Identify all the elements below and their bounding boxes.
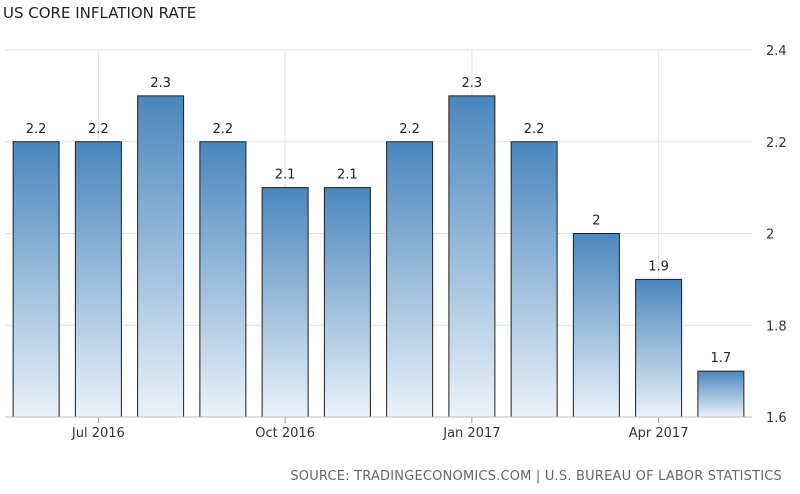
bar bbox=[137, 95, 185, 418]
y-tick-label: 1.8 bbox=[766, 319, 787, 334]
x-tick-label: Jan 2017 bbox=[442, 426, 500, 441]
x-tick-label: Apr 2017 bbox=[629, 426, 689, 441]
chart-title: US CORE INFLATION RATE bbox=[3, 4, 197, 22]
bar bbox=[386, 141, 434, 418]
y-tick-label: 2 bbox=[766, 228, 774, 243]
bar bbox=[74, 141, 122, 418]
bar bbox=[323, 187, 371, 418]
bar bbox=[572, 233, 620, 418]
data-label: 2.1 bbox=[337, 168, 358, 183]
data-label: 1.9 bbox=[648, 259, 669, 274]
bar bbox=[510, 141, 558, 418]
bar bbox=[635, 278, 683, 418]
data-label: 2 bbox=[592, 214, 600, 229]
data-label: 2.3 bbox=[150, 76, 171, 91]
y-tick-label: 1.6 bbox=[766, 411, 787, 426]
x-tick-label: Jul 2016 bbox=[71, 426, 125, 441]
y-tick-label: 2.2 bbox=[766, 136, 787, 151]
source-note: SOURCE: TRADINGECONOMICS.COM | U.S. BURE… bbox=[290, 469, 782, 484]
data-label: 2.2 bbox=[524, 122, 545, 137]
data-label: 2.1 bbox=[275, 168, 296, 183]
y-tick-label: 2.4 bbox=[766, 44, 787, 59]
y-axis: 1.6 1.8 2 2.2 2.4 bbox=[766, 44, 787, 426]
bar bbox=[697, 370, 745, 418]
data-label: 2.2 bbox=[88, 122, 109, 137]
bar bbox=[199, 141, 247, 418]
data-label: 1.7 bbox=[711, 351, 732, 366]
bars bbox=[12, 95, 745, 418]
bar bbox=[261, 187, 309, 418]
x-tick-label: Oct 2016 bbox=[255, 426, 315, 441]
data-labels: 2.2 2.2 2.3 2.2 2.1 2.1 2.2 2.3 2.2 2 1.9 1.7 bbox=[26, 76, 731, 366]
bar bbox=[448, 95, 496, 418]
x-axis: Jul 2016 Oct 2016 Jan 2017 Apr 2017 bbox=[5, 416, 752, 441]
data-label: 2.2 bbox=[26, 122, 47, 137]
data-label: 2.2 bbox=[399, 122, 420, 137]
data-label: 2.3 bbox=[462, 76, 483, 91]
data-label: 2.2 bbox=[213, 122, 234, 137]
bar bbox=[12, 141, 60, 418]
